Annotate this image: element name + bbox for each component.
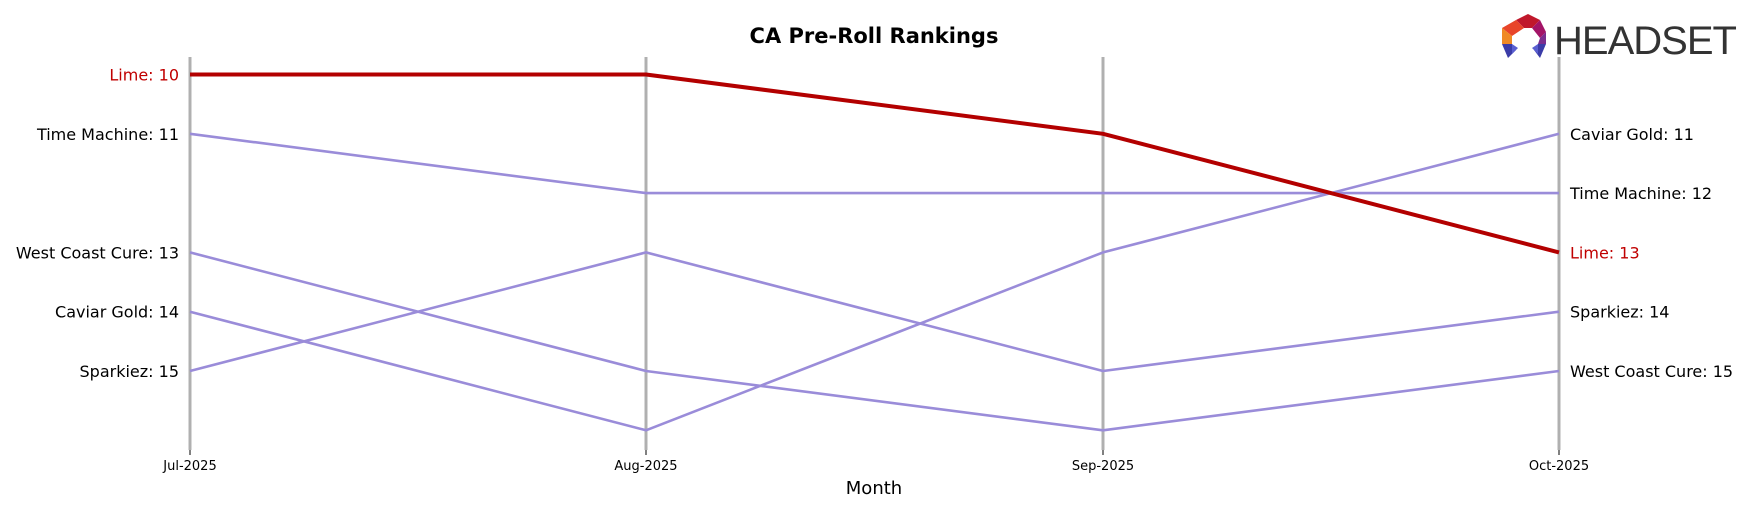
headset-logo-icon: [1502, 14, 1546, 58]
right-rank-label: Lime: 13: [1570, 243, 1640, 262]
series-lines: [189, 72, 1560, 432]
x-tick-label: Oct-2025: [1529, 459, 1589, 474]
x-tick-label: Jul-2025: [162, 459, 216, 474]
left-rank-label: Time Machine: 11: [36, 125, 179, 144]
x-tick-label: Sep-2025: [1072, 459, 1134, 474]
headset-logo-text: HEADSET: [1554, 19, 1736, 63]
right-rank-label: Time Machine: 12: [1569, 184, 1712, 203]
right-rank-label: West Coast Cure: 15: [1570, 362, 1733, 381]
series-line-caviar-gold: [189, 132, 1560, 432]
series-line-lime: [190, 72, 1560, 255]
left-rank-label: Caviar Gold: 14: [55, 303, 179, 322]
right-rank-label: Sparkiez: 14: [1570, 303, 1669, 322]
left-rank-label: West Coast Cure: 13: [16, 243, 179, 262]
headset-logo: HEADSET: [1502, 14, 1737, 63]
x-axis-label: Month: [846, 478, 902, 499]
right-rank-label: Caviar Gold: 11: [1570, 125, 1694, 144]
left-rank-labels: Lime: 10 Time Machine: 11 West Coast Cure:…: [16, 66, 179, 382]
right-rank-labels: Caviar Gold: 11 Time Machine: 12 Lime: 13 S…: [1569, 125, 1733, 381]
series-line-time-machine: [189, 132, 1559, 195]
x-tick-labels: Jul-2025 Aug-2025 Sep-2025 Oct-2025: [162, 459, 1589, 474]
left-rank-label: Lime: 10: [109, 66, 179, 85]
x-tick-label: Aug-2025: [614, 459, 677, 474]
series-line-sparkiez: [189, 251, 1560, 373]
left-rank-label: Sparkiez: 15: [80, 362, 179, 381]
chart-title: CA Pre-Roll Rankings: [750, 24, 999, 48]
month-axes: [188, 57, 1561, 455]
